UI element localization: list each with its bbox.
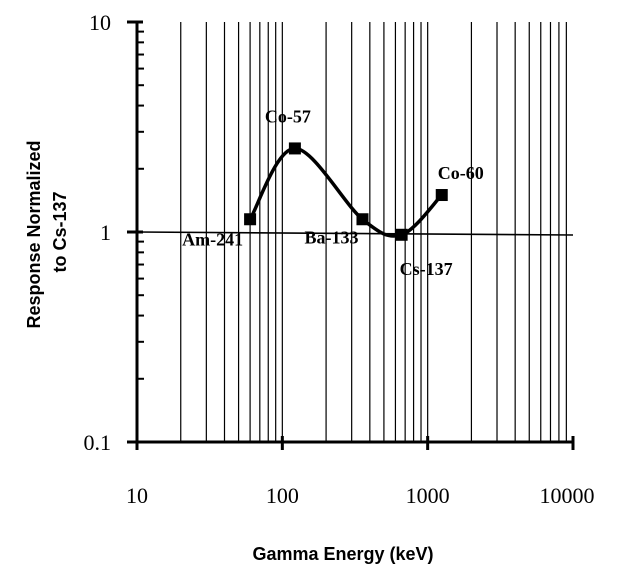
tick-marks xyxy=(127,20,575,450)
grid xyxy=(180,22,567,442)
data-points xyxy=(244,142,448,241)
point-label: Ba-133 xyxy=(304,227,358,247)
point-label: Co-57 xyxy=(265,106,311,126)
point-labels: Am-241 Co-57 Ba-133 Cs-137 Co-60 xyxy=(182,106,484,278)
reference-line xyxy=(136,231,574,236)
point-label: Am-241 xyxy=(182,229,243,249)
x-axis-title: Gamma Energy (keV) xyxy=(252,544,433,564)
y-axis-title-line-2: to Cs-137 xyxy=(50,191,70,272)
x-tick-label: 1000 xyxy=(406,483,450,508)
x-tick-label: 10 xyxy=(126,483,148,508)
data-point xyxy=(356,213,369,226)
data-point xyxy=(288,142,301,155)
data-point xyxy=(244,213,257,226)
y-tick-label: 1 xyxy=(100,220,111,245)
y-axis-title: Response Normalized to Cs-137 xyxy=(24,135,70,328)
point-label: Cs-137 xyxy=(400,259,453,279)
x-tick-label: 10000 xyxy=(540,483,595,508)
x-tick-label: 100 xyxy=(266,483,299,508)
point-label: Co-60 xyxy=(438,163,484,183)
data-point xyxy=(395,228,408,241)
series-line xyxy=(248,146,444,238)
tick-labels: 0.1 1 10 10 100 1000 10000 xyxy=(84,10,595,508)
data-point xyxy=(435,189,448,202)
y-tick-label: 10 xyxy=(89,10,111,35)
y-tick-label: 0.1 xyxy=(84,430,112,455)
y-axis-title-line-1: Response Normalized xyxy=(24,140,44,328)
